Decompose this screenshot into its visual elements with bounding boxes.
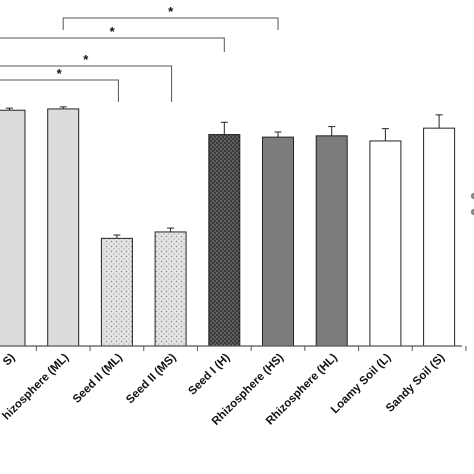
legend-marker-fragment [470, 208, 474, 216]
bar [154, 231, 187, 347]
legend-marker-fragment [470, 192, 474, 200]
bar [315, 135, 348, 347]
x-tick-label: Seed II (MS) [124, 352, 179, 407]
significance-brackets: * * * * [0, 4, 279, 102]
bar [208, 134, 241, 347]
x-tick-label: Sandy Soil (S) [384, 352, 447, 415]
x-tick-label: S) [1, 352, 18, 369]
x-tick-label: Seed II (ML) [71, 352, 125, 406]
significance-star: * [168, 4, 174, 19]
x-tick-label: Seed I (H) [186, 352, 232, 398]
significance-bracket [0, 65, 173, 102]
right-edge-fragments [470, 192, 474, 216]
bar [369, 140, 402, 347]
bar [262, 136, 294, 347]
significance-bracket [0, 37, 225, 52]
x-axis [0, 345, 467, 351]
x-tick-labels: S)hizosphere (ML) Seed II (ML) Seed II (MS… [0, 352, 447, 428]
bars [0, 106, 456, 347]
bar [423, 127, 456, 347]
bar [100, 237, 133, 347]
bar [0, 109, 26, 347]
significance-star: * [110, 24, 116, 39]
significance-star: * [83, 52, 89, 67]
significance-bracket [0, 79, 119, 102]
significance-star: * [57, 66, 63, 81]
significance-bracket [62, 17, 279, 30]
bar [47, 108, 80, 347]
